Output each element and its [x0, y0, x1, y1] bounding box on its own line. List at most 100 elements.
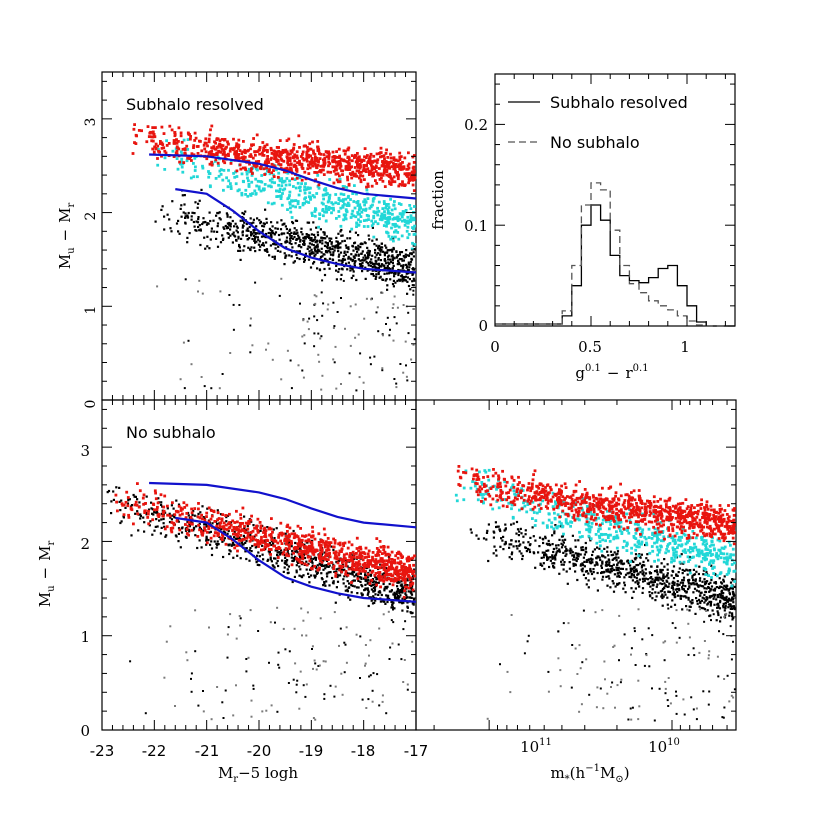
scatter-point-outlier	[372, 672, 375, 675]
scatter-point-black	[348, 586, 351, 589]
scatter-point-black	[237, 237, 240, 240]
scatter-point-black	[327, 565, 330, 568]
scatter-point-black	[391, 262, 394, 265]
scatter-point-black	[346, 565, 349, 568]
scatter-point-red	[281, 552, 285, 556]
scatter-point-black	[398, 592, 401, 595]
scatter-point-red	[259, 524, 263, 528]
scatter-point-red	[269, 527, 273, 531]
scatter-point-black	[619, 567, 623, 570]
scatter-point-outlier	[221, 373, 224, 375]
scatter-point-black	[694, 580, 697, 583]
scatter-point-cyan	[287, 196, 291, 200]
scatter-point-black	[293, 227, 296, 230]
scatter-point-red	[154, 142, 158, 146]
scatter-point-red	[246, 534, 250, 538]
scatter-point-red	[258, 146, 262, 150]
scatter-point-black	[548, 542, 551, 545]
scatter-point-outlier	[252, 684, 255, 687]
scatter-point-red	[289, 539, 293, 543]
scatter-point-red	[315, 549, 319, 552]
scatter-point-red	[259, 540, 262, 544]
scatter-point-red	[355, 555, 359, 559]
scatter-point-red	[175, 145, 179, 149]
scatter-point-red	[276, 541, 280, 545]
scatter-point-red	[170, 128, 174, 132]
scatter-point-black	[543, 551, 546, 554]
scatter-point-black	[279, 228, 283, 231]
scatter-point-cyan	[398, 218, 402, 221]
scatter-point-outlier	[239, 617, 242, 620]
scatter-point-black	[298, 236, 301, 239]
scatter-point-red	[405, 167, 409, 171]
scatter-point-red	[313, 564, 316, 568]
scatter-point-black	[239, 249, 242, 252]
scatter-point-black	[552, 556, 555, 559]
scatter-point-red	[186, 524, 190, 528]
scatter-point-outlier	[388, 334, 391, 337]
scatter-point-black	[328, 246, 331, 249]
scatter-point-red	[366, 572, 370, 576]
scatter-point-black	[127, 499, 130, 502]
scatter-point-cyan	[404, 209, 408, 212]
scatter-point-outlier	[342, 279, 345, 282]
scatter-point-black	[510, 557, 513, 561]
scatter-point-black	[241, 230, 244, 233]
scatter-point-black	[704, 580, 707, 583]
scatter-point-outlier	[392, 339, 395, 342]
scatter-point-outlier	[156, 285, 159, 288]
scatter-point-black	[308, 236, 311, 240]
scatter-point-outlier	[305, 634, 308, 637]
scatter-point-black	[295, 238, 298, 241]
scatter-point-black	[708, 614, 711, 618]
scatter-point-red	[221, 533, 224, 536]
scatter-point-red	[413, 554, 416, 558]
scatter-point-outlier	[317, 665, 320, 667]
scatter-point-red	[160, 154, 163, 158]
scatter-point-cyan	[380, 218, 384, 222]
scatter-point-black	[224, 224, 227, 228]
scatter-point-black	[188, 530, 191, 533]
scatter-point-black	[374, 593, 377, 596]
scatter-point-outlier	[200, 376, 203, 378]
scatter-point-black	[186, 216, 190, 219]
scatter-point-black	[298, 257, 301, 261]
scatter-point-black	[251, 544, 254, 548]
scatter-point-red	[365, 185, 368, 189]
scatter-point-black	[714, 581, 717, 584]
scatter-point-black	[500, 537, 503, 540]
scatter-point-red	[304, 552, 308, 556]
scatter-point-black	[688, 585, 691, 588]
scatter-point-red	[325, 155, 329, 159]
scatter-point-black	[305, 568, 308, 571]
scatter-point-outlier	[368, 654, 370, 657]
scatter-point-red	[398, 155, 402, 159]
scatter-point-red	[361, 169, 365, 173]
scatter-point-black	[274, 231, 278, 234]
scatter-point-black	[199, 243, 202, 247]
scatter-point-red	[411, 171, 414, 175]
scatter-point-red	[322, 168, 325, 172]
scatter-point-outlier	[129, 660, 132, 663]
scatter-point-red	[346, 573, 350, 577]
scatter-point-cyan	[281, 188, 285, 192]
scatter-point-black	[702, 585, 705, 588]
scatter-point-cyan	[278, 190, 281, 193]
scatter-point-red	[209, 536, 213, 540]
scatter-point-black	[230, 544, 233, 547]
scatter-point-black	[217, 543, 220, 546]
scatter-point-black	[357, 247, 360, 250]
scatter-point-black	[394, 596, 397, 599]
scatter-point-cyan	[344, 213, 348, 217]
scatter-point-black	[335, 269, 338, 272]
scatter-point-black	[366, 593, 369, 596]
scatter-point-red	[172, 521, 175, 525]
scatter-point-outlier	[329, 684, 332, 687]
scatter-point-cyan	[413, 205, 416, 208]
scatter-point-black	[198, 229, 201, 232]
scatter-point-black	[694, 612, 697, 615]
scatter-point-red	[247, 520, 251, 523]
scatter-point-black	[154, 525, 157, 528]
scatter-point-red	[401, 578, 405, 582]
scatter-point-black	[404, 279, 408, 282]
